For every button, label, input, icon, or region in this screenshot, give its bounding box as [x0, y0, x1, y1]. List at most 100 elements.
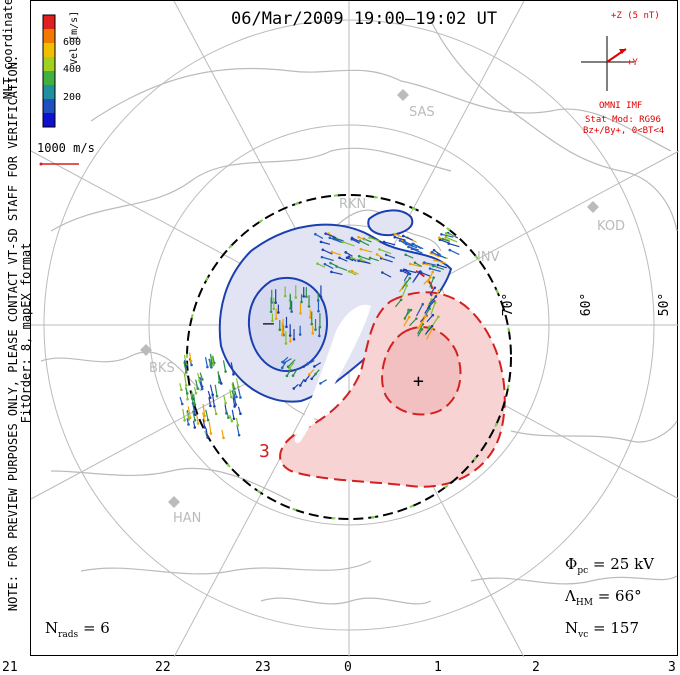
vector-origin	[430, 324, 434, 328]
velocity-vector	[192, 394, 196, 405]
vector-origin	[232, 387, 236, 390]
vector-origin	[184, 371, 188, 374]
vector-origin	[434, 295, 438, 298]
velocity-vector	[421, 272, 431, 277]
velocity-vector	[424, 306, 430, 314]
velocity-vector	[233, 393, 237, 405]
vector-origin	[404, 242, 408, 246]
velocity-vector	[441, 233, 454, 238]
vector-origin	[209, 404, 212, 408]
velocity-vector	[286, 368, 292, 377]
vector-origin	[289, 307, 292, 310]
vector-origin	[289, 339, 292, 343]
velocity-vector	[182, 408, 186, 421]
vector-origin	[211, 393, 214, 397]
vector-origin	[230, 419, 234, 423]
velocity-vector	[405, 243, 418, 249]
vector-origin	[233, 405, 236, 408]
vector-origin	[433, 286, 437, 290]
vector-origin	[413, 261, 417, 265]
vector-origin	[236, 423, 240, 427]
vector-origin	[432, 248, 436, 252]
velocity-vector	[402, 277, 411, 289]
velocity-vector	[414, 262, 423, 268]
colorbar-tick-600: 600	[63, 37, 82, 48]
stat-nrads: Nrads = 6	[45, 619, 110, 640]
vector-origin	[338, 256, 341, 260]
velocity-vector	[417, 329, 423, 337]
velocity-vector	[205, 409, 209, 421]
vector-origin	[196, 387, 200, 390]
velocity-vector	[230, 362, 235, 375]
velocity-vector	[449, 249, 460, 256]
imf-y-label: +Y	[627, 58, 638, 68]
vector-origin	[232, 373, 235, 376]
vector-origin	[431, 270, 435, 274]
velocity-vector	[315, 233, 324, 239]
vector-origin	[430, 327, 434, 331]
velocity-vector	[195, 379, 199, 389]
imf-condition: Bz+/By+, 0<BT<4	[583, 126, 665, 136]
velocity-vector	[348, 256, 357, 262]
vector-origin	[232, 417, 236, 421]
velocity-vector	[385, 254, 396, 259]
vector-origin	[357, 259, 360, 263]
vector-origin	[330, 250, 334, 254]
colorbar-segment	[43, 71, 55, 85]
vector-origin	[347, 255, 351, 258]
vector-origin	[350, 237, 354, 241]
contour-label: 3	[259, 441, 270, 462]
colorbar-tick-400: 400	[63, 64, 82, 75]
velocity-vector	[411, 248, 423, 254]
vector-origin	[201, 378, 204, 381]
velocity-vector	[186, 411, 190, 420]
velocity-vector	[183, 373, 187, 386]
vector-origin	[224, 401, 227, 405]
velocity-vector	[382, 271, 392, 278]
vector-origin	[428, 307, 431, 311]
velocity-vector	[214, 384, 218, 397]
vector-origin	[430, 250, 434, 254]
vector-origin	[206, 418, 210, 422]
colorbar-segment	[43, 29, 55, 43]
velocity-vector	[191, 391, 194, 404]
scale-vector-glyph	[39, 162, 79, 166]
vector-origin	[428, 267, 432, 270]
vector-origin	[186, 397, 189, 401]
scale-vector-label: 1000 m/s	[37, 141, 95, 155]
vector-origin	[180, 402, 184, 406]
vector-origin	[237, 385, 240, 389]
velocity-vector	[187, 406, 191, 418]
velocity-vector	[320, 241, 331, 245]
vector-origin	[436, 253, 440, 256]
velocity-vector	[339, 257, 348, 262]
vector-origin	[222, 436, 225, 440]
vector-origin	[368, 236, 371, 239]
stat-nvc: Nvc = 157	[565, 619, 639, 640]
imf-source: OMNI IMF	[599, 101, 643, 111]
vector-origin	[324, 232, 327, 235]
vector-origin	[274, 301, 277, 304]
vector-origin	[404, 253, 407, 257]
velocity-vector	[183, 354, 187, 365]
vector-origin	[316, 262, 319, 265]
vector-origin	[209, 432, 213, 435]
vector-origin	[237, 433, 241, 437]
vector-origin	[375, 253, 379, 256]
vector-origin	[310, 322, 314, 326]
lat-label-60: 60°	[579, 292, 595, 317]
stat-phi: Φpc = 25 kV	[565, 555, 655, 576]
velocity-vector	[358, 255, 371, 261]
velocity-vector	[430, 252, 440, 258]
data-gap	[294, 304, 371, 444]
velocity-vector	[425, 325, 433, 335]
mlt-label-3: 3	[668, 660, 676, 675]
vector-origin	[224, 370, 227, 373]
velocity-vector	[410, 263, 421, 268]
vector-origin	[332, 237, 335, 240]
vector-origin	[318, 325, 322, 329]
velocity-vector	[419, 315, 427, 328]
vector-origin	[203, 426, 207, 429]
velocity-vector	[409, 318, 417, 327]
vector-origin	[269, 310, 273, 314]
